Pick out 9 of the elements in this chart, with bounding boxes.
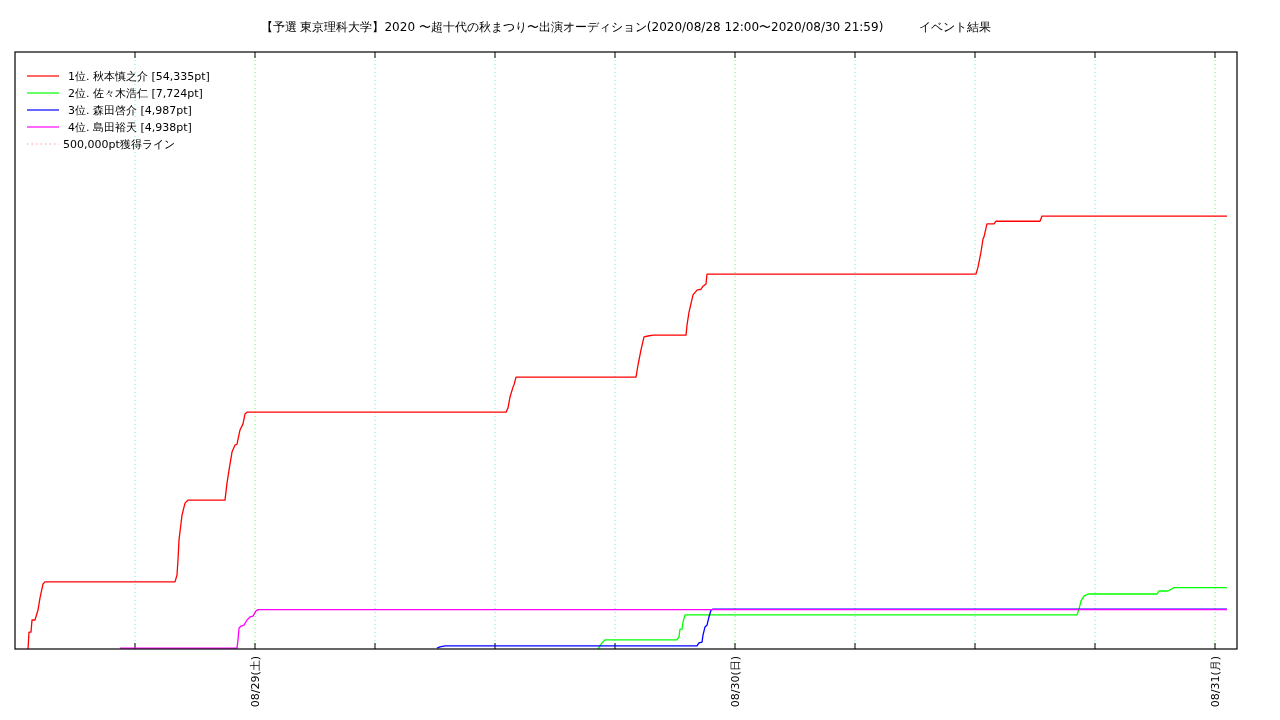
legend-label: 1位. 秋本慎之介 [54,335pt] bbox=[68, 70, 210, 83]
chart-title: 【予選 東京理科大学】2020 〜超十代の秋まつり〜出演オーディション(2020/08/28 12:00〜2020/08/30 21:59) イベント結果 bbox=[260, 20, 992, 34]
legend-label: 2位. 佐々木浩仁 [7,724pt] bbox=[68, 87, 203, 100]
x-tick-label: 08/31(月) bbox=[1209, 656, 1222, 708]
legend-label: 4位. 島田裕天 [4,938pt] bbox=[68, 121, 192, 134]
legend-label: 3位. 森田啓介 [4,987pt] bbox=[68, 104, 192, 117]
legend-label: 500,000pt獲得ライン bbox=[63, 138, 175, 151]
x-tick-label: 08/29(土) bbox=[249, 656, 262, 708]
x-tick-label: 08/30(日) bbox=[729, 656, 742, 708]
